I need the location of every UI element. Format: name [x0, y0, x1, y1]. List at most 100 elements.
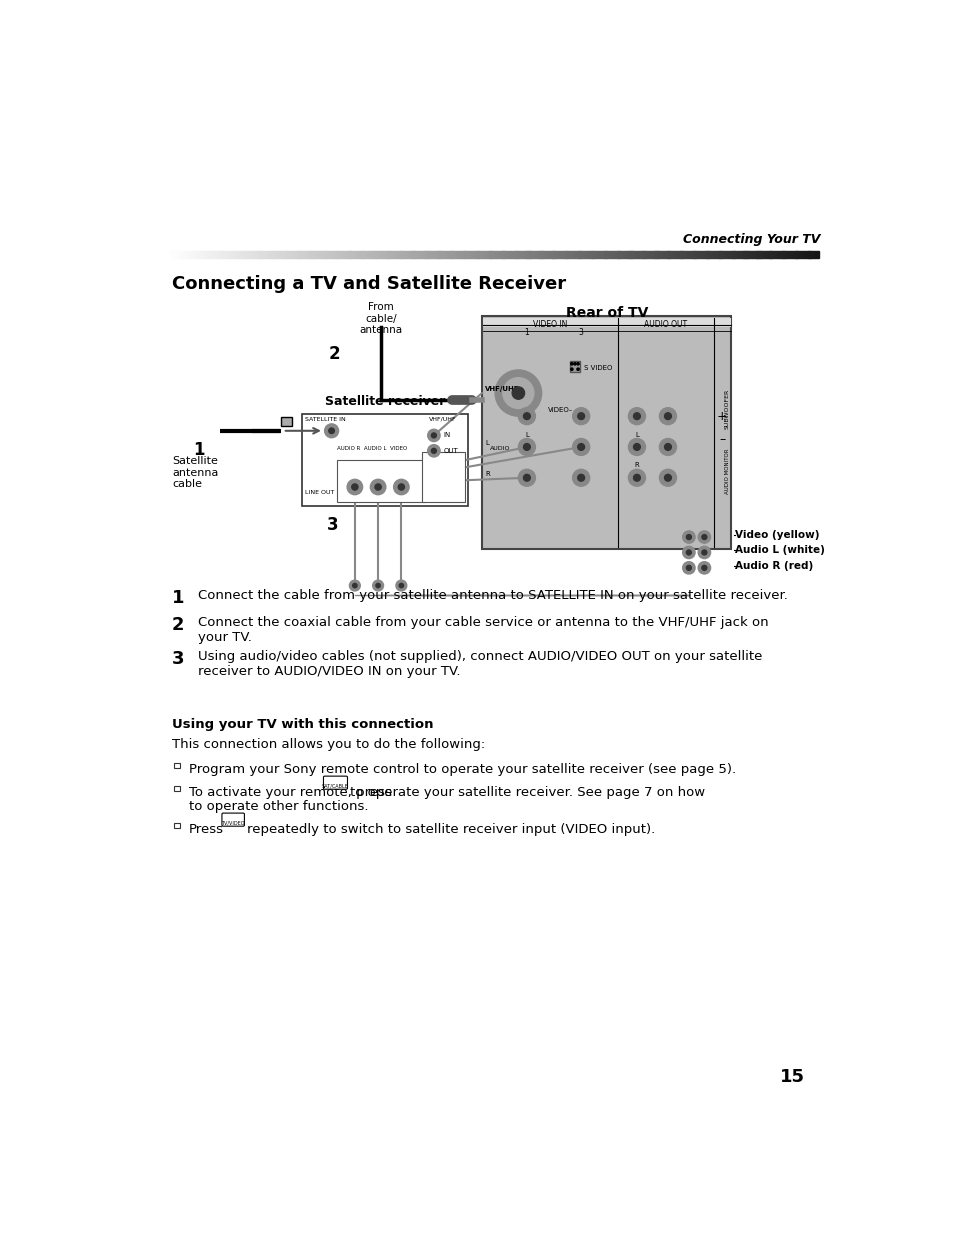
Bar	[571, 251, 574, 258]
Bar	[413, 251, 416, 258]
Bar	[768, 251, 771, 258]
Bar	[428, 251, 431, 258]
Bar	[389, 251, 392, 258]
Bar	[756, 251, 758, 258]
Bar	[805, 251, 808, 258]
Text: VHF/UHF: VHF/UHF	[484, 387, 519, 393]
Bar	[433, 251, 435, 258]
Text: Satellite
antenna
cable: Satellite antenna cable	[172, 456, 218, 489]
Bar	[417, 251, 419, 258]
Bar	[639, 251, 640, 258]
Bar	[482, 317, 730, 327]
Bar	[543, 251, 545, 258]
Text: Rear of TV: Rear of TV	[566, 306, 648, 320]
Circle shape	[633, 443, 639, 451]
Circle shape	[685, 566, 691, 571]
Bar	[242, 251, 244, 258]
Bar	[337, 251, 339, 258]
Bar	[569, 251, 572, 258]
Bar	[749, 251, 751, 258]
Circle shape	[329, 429, 335, 433]
Bar	[181, 251, 184, 258]
Bar	[562, 251, 565, 258]
Bar	[582, 251, 584, 258]
Circle shape	[370, 479, 385, 495]
Bar	[394, 251, 395, 258]
Bar	[758, 251, 760, 258]
Circle shape	[375, 484, 381, 490]
Bar	[550, 251, 552, 258]
Bar	[742, 251, 745, 258]
Bar	[729, 251, 732, 258]
Text: 2: 2	[172, 616, 184, 635]
Bar	[576, 251, 578, 258]
Bar	[656, 251, 659, 258]
Text: to operate your satellite receiver. See page 7 on how: to operate your satellite receiver. See …	[350, 785, 704, 799]
Bar	[535, 251, 537, 258]
Bar	[515, 251, 517, 258]
Bar	[608, 251, 611, 258]
Bar	[409, 251, 411, 258]
Bar	[307, 251, 309, 258]
Bar	[430, 251, 433, 258]
Bar	[753, 251, 756, 258]
Circle shape	[352, 484, 357, 490]
Bar	[540, 251, 543, 258]
Bar	[346, 251, 348, 258]
Bar	[220, 251, 222, 258]
Circle shape	[659, 438, 676, 456]
Circle shape	[349, 580, 360, 592]
Circle shape	[398, 583, 403, 588]
Bar	[244, 251, 246, 258]
Bar	[207, 251, 210, 258]
Bar	[720, 251, 723, 258]
Bar	[645, 251, 647, 258]
Bar	[708, 251, 710, 258]
Bar	[814, 251, 817, 258]
Bar	[795, 251, 797, 258]
Bar	[400, 251, 402, 258]
Bar	[276, 251, 279, 258]
Bar	[294, 251, 296, 258]
Bar	[370, 251, 372, 258]
Text: Connecting Your TV: Connecting Your TV	[682, 233, 820, 246]
Circle shape	[523, 443, 530, 451]
Circle shape	[701, 550, 706, 555]
Bar	[560, 251, 563, 258]
Circle shape	[517, 438, 535, 456]
Bar	[664, 251, 667, 258]
Bar	[212, 251, 213, 258]
Bar	[472, 251, 474, 258]
Bar	[632, 251, 635, 258]
Bar	[341, 251, 344, 258]
Bar	[285, 251, 288, 258]
Bar	[372, 251, 375, 258]
Circle shape	[373, 580, 383, 592]
Bar	[280, 251, 283, 258]
Bar	[458, 251, 461, 258]
Bar	[292, 251, 294, 258]
Bar	[215, 251, 218, 258]
Text: Connect the coaxial cable from your cable service or antenna to the VHF/UHF jack: Connect the coaxial cable from your cabl…	[198, 616, 768, 630]
Bar	[254, 251, 257, 258]
Circle shape	[577, 368, 578, 370]
Bar	[424, 251, 426, 258]
Bar	[237, 251, 240, 258]
Bar	[697, 251, 700, 258]
Bar	[686, 251, 688, 258]
Bar	[259, 251, 261, 258]
Bar	[183, 251, 186, 258]
Bar	[578, 251, 580, 258]
Circle shape	[431, 433, 436, 438]
Bar	[569, 361, 579, 372]
Circle shape	[578, 474, 584, 482]
Bar	[298, 251, 300, 258]
Bar	[511, 251, 513, 258]
Bar	[662, 251, 664, 258]
Circle shape	[682, 531, 695, 543]
Bar	[261, 251, 264, 258]
Bar	[419, 251, 422, 258]
Bar	[780, 251, 781, 258]
Bar	[523, 251, 526, 258]
Bar	[474, 251, 476, 258]
